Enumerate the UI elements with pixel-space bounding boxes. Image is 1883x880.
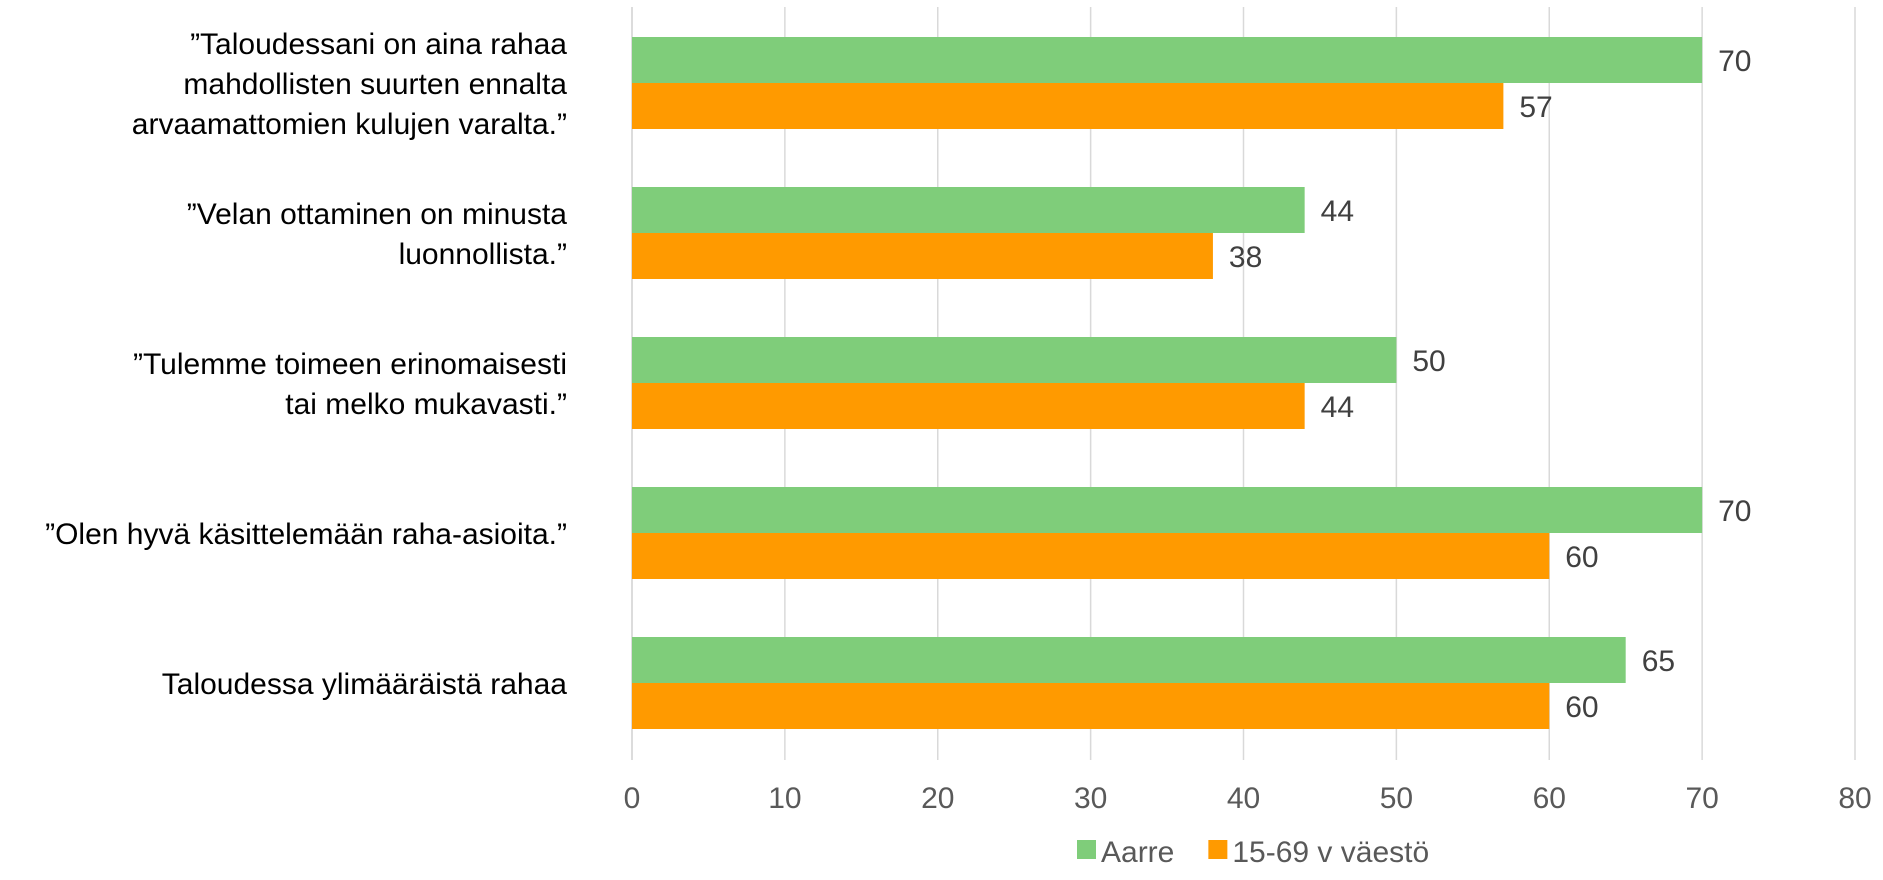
bar: [632, 683, 1550, 729]
x-tick-label: 70: [1685, 782, 1718, 815]
category-labels: ”Taloudessani on aina rahaa mahdollisten …: [45, 28, 567, 701]
category-label-line: tai melko mukavasti.”: [285, 388, 567, 421]
category-label: Taloudessa ylimääräistä rahaa: [162, 668, 568, 701]
bar: [632, 83, 1504, 129]
legend-swatch: [1208, 840, 1228, 859]
data-label: 57: [1519, 91, 1552, 124]
category-label-line: luonnollista.”: [399, 238, 567, 271]
x-tick-label: 50: [1380, 782, 1413, 815]
category-label-line: ”Velan ottaminen on minusta: [187, 198, 568, 231]
data-label: 60: [1565, 691, 1598, 724]
data-label: 65: [1642, 645, 1675, 678]
data-label: 44: [1321, 391, 1354, 424]
data-label: 38: [1229, 241, 1262, 274]
x-tick-label: 40: [1227, 782, 1260, 815]
category-label-line: Taloudessa ylimääräistä rahaa: [162, 668, 568, 701]
data-labels: 70 57 44 38 50 44 70 60 65 60: [1229, 45, 1752, 724]
bars: [632, 37, 1703, 729]
category-label-line: ”Taloudessani on aina rahaa: [190, 28, 567, 61]
category-label-line: ”Tulemme toimeen erinomaisesti: [133, 348, 567, 381]
data-label: 70: [1718, 495, 1751, 528]
x-tick-label: 20: [921, 782, 954, 815]
category-label: ”Velan ottaminen on minusta luonnollista.…: [187, 198, 568, 271]
category-label-line: ”Olen hyvä käsittelemään raha-asioita.”: [45, 518, 567, 551]
data-label: 44: [1321, 195, 1354, 228]
bar: [632, 233, 1213, 279]
bar: [632, 37, 1703, 83]
x-tick-label: 30: [1074, 782, 1107, 815]
category-label: ”Taloudessani on aina rahaa mahdollisten …: [132, 28, 568, 141]
legend-label: 15-69 v väestö: [1232, 836, 1429, 869]
legend: Aarre 15-69 v väestö: [1077, 836, 1429, 869]
bar: [632, 187, 1305, 233]
data-label: 50: [1412, 345, 1445, 378]
category-label: ”Olen hyvä käsittelemään raha-asioita.”: [45, 518, 567, 551]
bar: [632, 383, 1305, 429]
legend-label: Aarre: [1101, 836, 1174, 869]
category-label-line: arvaamattomien kulujen varalta.”: [132, 108, 567, 141]
x-tick-label: 0: [624, 782, 641, 815]
legend-swatch: [1077, 840, 1096, 859]
bar: [632, 637, 1626, 683]
x-axis-tick-labels: 0 10 20 30 40 50 60 70 80: [624, 782, 1872, 815]
bar: [632, 533, 1550, 579]
x-tick-label: 60: [1533, 782, 1566, 815]
category-label: ”Tulemme toimeen erinomaisesti tai melko …: [133, 348, 567, 421]
bar: [632, 337, 1397, 383]
x-tick-label: 80: [1838, 782, 1871, 815]
data-label: 60: [1565, 541, 1598, 574]
bar: [632, 487, 1703, 533]
data-label: 70: [1718, 45, 1751, 78]
x-tick-label: 10: [768, 782, 801, 815]
category-label-line: mahdollisten suurten ennalta: [183, 68, 567, 101]
